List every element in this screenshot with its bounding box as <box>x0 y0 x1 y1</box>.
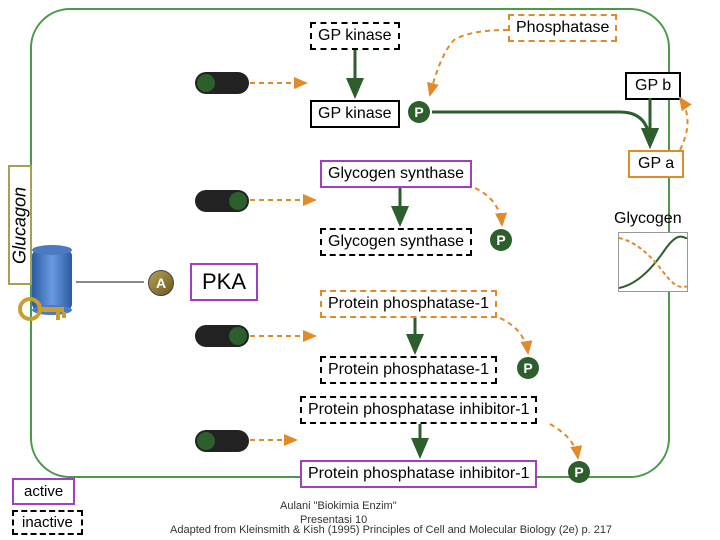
glycogen-graph <box>618 232 688 292</box>
legend-inactive: inactive <box>12 510 83 535</box>
glycogen-synthase-active: Glycogen synthase <box>320 160 472 188</box>
p-badge-1: P <box>408 101 430 123</box>
key-icon <box>18 295 68 335</box>
ppi1-active: Protein phosphatase inhibitor-1 <box>300 460 537 488</box>
toggle-3 <box>195 325 249 347</box>
gp-kinase-inactive: GP kinase <box>310 22 400 50</box>
credit-1: Aulani "Biokimia Enzim" <box>280 500 397 512</box>
toggle-4 <box>195 430 249 452</box>
p-badge-4: P <box>568 461 590 483</box>
pp1-active: Protein phosphatase-1 <box>320 290 497 318</box>
credit-3: Adapted from Kleinsmith & Kish (1995) Pr… <box>170 524 612 536</box>
toggle-2 <box>195 190 249 212</box>
gp-a-box: GP a <box>628 150 684 178</box>
pp1-inactive: Protein phosphatase-1 <box>320 356 497 384</box>
a-badge: A <box>148 270 174 296</box>
ppi1-inactive: Protein phosphatase inhibitor-1 <box>300 396 537 424</box>
p-badge-2: P <box>490 229 512 251</box>
gp-b-box: GP b <box>625 72 681 100</box>
toggle-1 <box>195 72 249 94</box>
glycogen-label: Glycogen <box>614 210 682 228</box>
p-badge-3: P <box>517 357 539 379</box>
gp-kinase-active: GP kinase <box>310 100 400 128</box>
glycogen-synthase-inactive: Glycogen synthase <box>320 228 472 256</box>
pka-box: PKA <box>190 263 258 301</box>
phosphatase-box: Phosphatase <box>508 14 617 42</box>
glucagon-label: Glucagon <box>8 165 32 285</box>
legend-active: active <box>12 478 75 505</box>
